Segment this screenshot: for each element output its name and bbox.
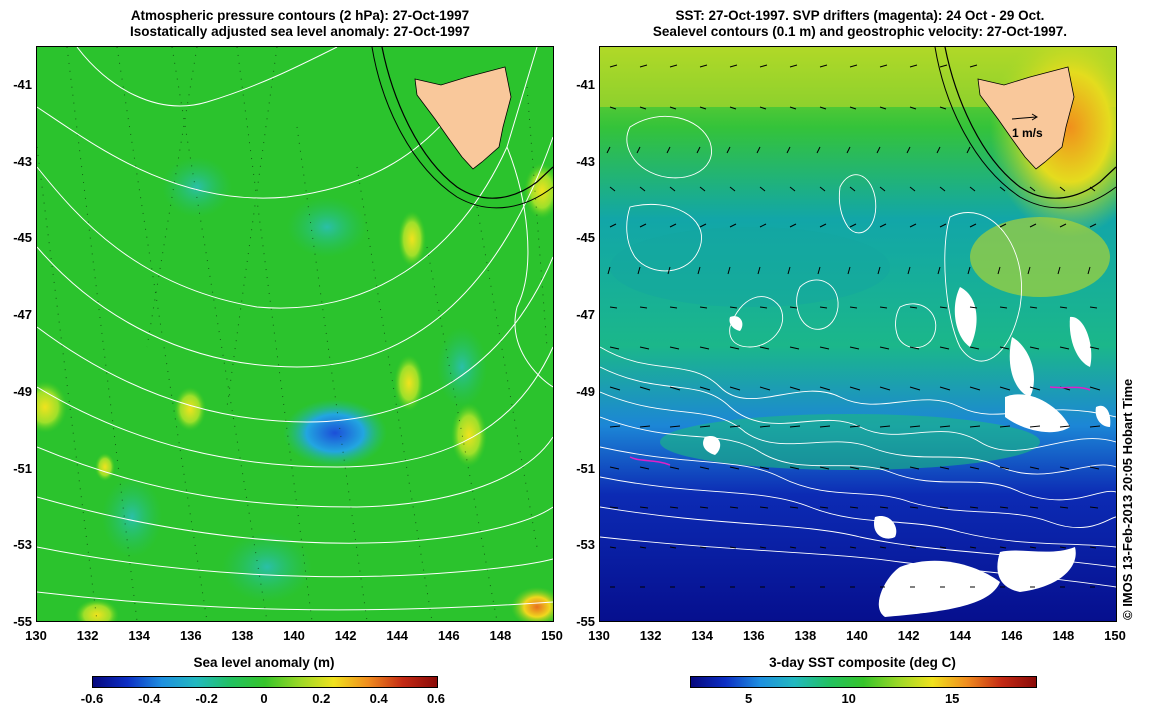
sla-high-anomaly xyxy=(524,163,553,219)
latitude-tick-label: -43 xyxy=(576,153,595,169)
tasmania-landmass xyxy=(414,66,512,170)
sla-high-anomaly xyxy=(75,599,119,621)
latitude-tick-label: -45 xyxy=(13,230,32,246)
velocity-scale-label: 1 m/s xyxy=(1012,126,1043,140)
latitude-tick-label: -49 xyxy=(13,383,32,399)
longitude-tick-label: 136 xyxy=(742,628,765,643)
longitude-tick-label: 144 xyxy=(949,628,972,643)
bathymetry-contour xyxy=(944,47,1116,199)
colorbar-tick-label: 10 xyxy=(841,691,856,706)
left-title-line-1: Atmospheric pressure contours (2 hPa): 2… xyxy=(130,8,470,23)
latitude-tick-label: -45 xyxy=(576,230,595,246)
sst-colorbar xyxy=(690,676,1037,688)
credit-text: © IMOS 13-Feb-2013 20:05 Hobart Time xyxy=(1120,378,1135,620)
longitude-tick-label: 134 xyxy=(128,628,151,643)
sla-colorbar xyxy=(92,676,438,688)
cloud-mask xyxy=(703,287,1111,617)
sla-high-anomaly xyxy=(37,381,67,433)
sst-colorbar-title: 3-day SST composite (deg C) xyxy=(769,655,956,670)
longitude-tick-label: 148 xyxy=(489,628,512,643)
colorbar-tick-label: 15 xyxy=(944,691,960,706)
latitude-tick-label: -51 xyxy=(576,460,595,476)
sla-high-anomaly xyxy=(511,587,553,621)
colorbar-tick-label: -0.6 xyxy=(80,691,104,706)
bathymetry-contour xyxy=(381,47,553,199)
colorbar-tick-label: 0.2 xyxy=(312,691,331,706)
right-title-line-1: SST: 27-Oct-1997. SVP drifters (magenta)… xyxy=(675,8,1045,23)
latitude-tick-label: -55 xyxy=(576,613,595,629)
sla-high-anomaly xyxy=(174,387,206,431)
sea-level-anomaly-map[interactable] xyxy=(36,46,554,622)
longitude-tick-label: 130 xyxy=(588,628,610,643)
latitude-tick-label: -53 xyxy=(13,537,32,553)
longitude-tick-label: 146 xyxy=(437,628,460,643)
sst-map[interactable]: 1 m/s xyxy=(599,46,1117,622)
latitude-tick-label: -47 xyxy=(13,307,32,323)
longitude-tick-label: 144 xyxy=(386,628,409,643)
longitude-tick-label: 150 xyxy=(541,628,563,643)
sla-colorbar-title: Sea level anomaly (m) xyxy=(193,655,335,670)
longitude-tick-label: 132 xyxy=(639,628,662,643)
longitude-tick-label: 150 xyxy=(1104,628,1126,643)
longitude-tick-label: 142 xyxy=(897,628,920,643)
left-title-line-2: Isostatically adjusted sea level anomaly… xyxy=(130,24,470,39)
colorbar-tick-label: -0.2 xyxy=(195,691,218,706)
sla-high-anomaly xyxy=(451,403,487,467)
sla-high-anomaly xyxy=(398,211,426,267)
longitude-tick-label: 138 xyxy=(231,628,254,643)
pressure-contours xyxy=(37,47,553,611)
latitude-tick-label: -47 xyxy=(576,307,595,323)
longitude-tick-label: 136 xyxy=(179,628,202,643)
longitude-tick-label: 132 xyxy=(76,628,99,643)
latitude-tick-label: -53 xyxy=(576,537,595,553)
colorbar-tick-label: 0.6 xyxy=(426,691,446,706)
longitude-tick-label: 140 xyxy=(846,628,868,643)
sla-high-anomaly xyxy=(394,355,424,411)
sla-high-anomaly xyxy=(95,453,115,481)
right-title-line-2: Sealevel contours (0.1 m) and geostrophi… xyxy=(652,24,1068,39)
colorbar-tick-label: 0 xyxy=(260,691,268,706)
colorbar-tick-label: 0.4 xyxy=(369,691,388,706)
longitude-tick-label: 140 xyxy=(283,628,305,643)
velocity-scale-arrow xyxy=(1011,116,1037,120)
longitude-tick-label: 148 xyxy=(1052,628,1075,643)
colorbar-tick-label: 5 xyxy=(745,691,753,706)
longitude-tick-label: 142 xyxy=(334,628,357,643)
sla-low-anomaly xyxy=(283,399,387,467)
colorbar-tick-label: -0.4 xyxy=(138,691,161,706)
latitude-tick-label: -51 xyxy=(13,460,32,476)
latitude-tick-label: -55 xyxy=(13,613,32,629)
sealevel-contours xyxy=(600,115,1116,588)
latitude-tick-label: -49 xyxy=(576,383,595,399)
longitude-tick-label: 138 xyxy=(794,628,817,643)
right-panel-title: SST: 27-Oct-1997. SVP drifters (magenta)… xyxy=(580,8,1140,40)
longitude-tick-label: 146 xyxy=(1000,628,1023,643)
latitude-tick-label: -43 xyxy=(13,153,32,169)
latitude-tick-label: -41 xyxy=(576,77,595,92)
drifter-track xyxy=(629,456,671,466)
geostrophic-velocity-arrows xyxy=(606,64,1101,588)
latitude-tick-label: -41 xyxy=(13,77,32,92)
longitude-tick-label: 134 xyxy=(691,628,714,643)
longitude-tick-label: 130 xyxy=(25,628,47,643)
left-panel-title: Atmospheric pressure contours (2 hPa): 2… xyxy=(20,8,580,40)
drifter-track xyxy=(1049,386,1091,391)
